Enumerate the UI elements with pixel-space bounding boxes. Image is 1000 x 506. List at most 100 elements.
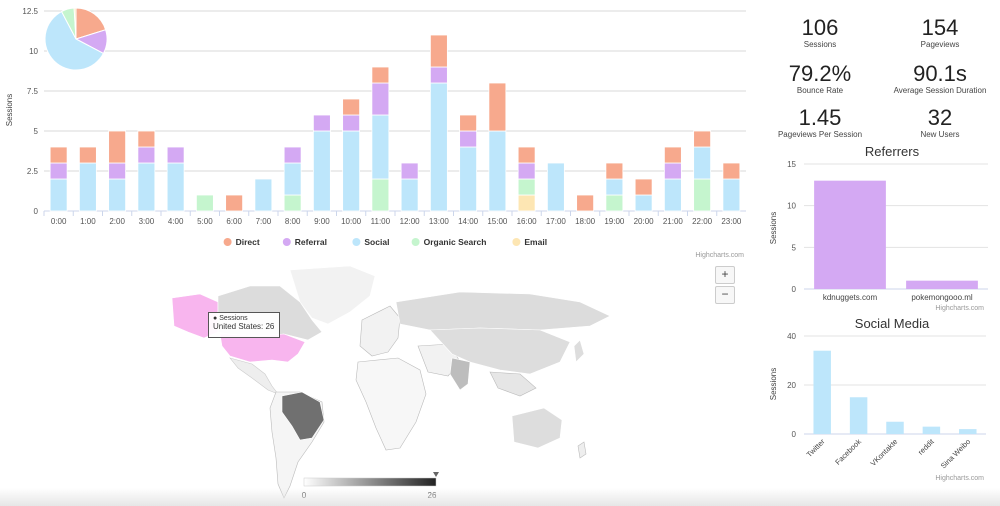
bar-email [517, 194, 536, 212]
y-tick-label: 12.5 [22, 7, 38, 16]
x-tick-label: 1:00 [80, 217, 96, 226]
bar-organic-search [517, 178, 536, 196]
x-tick-label: 7:00 [256, 217, 272, 226]
bar-direct [576, 194, 595, 212]
bar-direct [225, 194, 244, 212]
x-tick-label: 19:00 [604, 217, 625, 226]
tooltip-bullet: ● [213, 315, 220, 322]
map-zoom-out-button[interactable]: − [715, 286, 735, 304]
stat-label: Bounce Rate [796, 86, 844, 95]
map-region-europe[interactable] [359, 305, 401, 357]
bar-referral [429, 66, 448, 84]
map-color-axis [303, 477, 437, 487]
bar-direct [517, 146, 536, 164]
referrers-chart-title: Referrers [865, 144, 920, 159]
map-region-central-america[interactable] [229, 357, 279, 395]
x-tick-label: 12:00 [400, 217, 421, 226]
bar-social [546, 162, 565, 212]
stat-new-users: 32 New Users [880, 106, 1000, 140]
bar-referral [108, 162, 127, 180]
stat-label: New Users [920, 130, 960, 139]
referrers-chart-body: 0 5 10 15 kdnuggets.com pokemongooo.ml [787, 160, 988, 302]
hourly-sessions-chart: 0:00 1:00 2:00 3:00 4:00 5:00 6:00 7:00 8:00 9:00… [5, 7, 746, 259]
main-chart-credit[interactable]: Highcharts.com [695, 252, 744, 259]
social-media-chart-title: Social Media [855, 316, 930, 331]
map-region-africa[interactable] [355, 357, 427, 451]
bar-social [283, 162, 302, 196]
x-tick-label: Twitter [805, 437, 827, 459]
map-region-india[interactable] [449, 357, 471, 391]
main-chart-legend[interactable]: Direct Referral Social Organic Search Email [223, 237, 547, 247]
social-media-chart: Social Media Sessions 0 20 40 Twitter Facebo… [769, 316, 986, 482]
social-media-chart-body: 0 20 40 Twitter Facebook VKontakte reddit Sina … [787, 332, 986, 470]
bar-organic-search [371, 178, 390, 212]
bar-social [693, 146, 712, 180]
bar-organic-search [195, 194, 214, 212]
referrers-chart-credit[interactable]: Highcharts.com [935, 305, 984, 312]
bar-organic-search [693, 178, 712, 212]
bar-kdnuggets-com [814, 180, 886, 289]
stat-pageviews: 154 Pageviews [880, 16, 1000, 50]
x-tick-label: 10:00 [341, 217, 362, 226]
inset-pie-chart [44, 7, 108, 71]
map-region-australia[interactable] [511, 407, 563, 449]
bar-direct [722, 162, 741, 180]
map-region-japan[interactable] [573, 339, 585, 363]
bar-direct [108, 130, 127, 164]
stat-label: Pageviews [920, 40, 960, 49]
y-tick-label: 5 [34, 127, 39, 136]
map-region-southeast-asia[interactable] [489, 371, 537, 397]
map-region-russia[interactable] [395, 291, 611, 331]
legend-item-direct: Direct [236, 237, 260, 247]
y-tick-label: 40 [787, 332, 796, 341]
referrers-chart-y-label: Sessions [769, 212, 778, 244]
y-tick-label: 20 [787, 381, 796, 390]
map-region-asia[interactable] [429, 327, 571, 375]
bar-social [634, 194, 653, 212]
bar-referral [137, 146, 156, 164]
stats-panel: 106 Sessions 154 Pageviews 79.2% Bounce Rat… [760, 10, 1000, 140]
bar-direct [137, 130, 156, 148]
legend-item-email: Email [524, 237, 547, 247]
y-tick-label: 7.5 [27, 87, 39, 96]
map-zoom-in-button[interactable]: + [715, 266, 735, 284]
referrers-chart: Referrers Sessions 0 5 10 15 kdnuggets.com po… [769, 144, 988, 312]
map-region-greenland[interactable] [289, 265, 376, 325]
x-tick-label: 4:00 [168, 217, 184, 226]
x-tick-label: Sina Weibo [939, 437, 972, 470]
pie-slice-social [44, 10, 105, 71]
bar-twitter [813, 350, 831, 434]
bar-direct [488, 82, 507, 132]
bar-referral [49, 162, 68, 180]
stat-value: 154 [921, 15, 959, 40]
bar-referral [166, 146, 185, 164]
y-tick-label: 5 [792, 243, 797, 252]
x-tick-label: 17:00 [546, 217, 567, 226]
bar-social [605, 178, 624, 196]
stat-label: Pageviews Per Session [777, 130, 863, 139]
world-map[interactable]: 0 26 [100, 262, 740, 506]
bar-social [722, 178, 741, 212]
legend-marker-organic-search [411, 238, 420, 246]
x-tick-label: 22:00 [692, 217, 713, 226]
bar-direct [342, 98, 361, 116]
bar-social [254, 178, 273, 212]
social-media-chart-credit[interactable]: Highcharts.com [935, 475, 984, 482]
main-chart-x-ticks: 0:00 1:00 2:00 3:00 4:00 5:00 6:00 7:00 8:00 9:00… [43, 211, 742, 226]
bar-direct [49, 146, 68, 164]
x-tick-label: Facebook [833, 437, 863, 467]
x-tick-label: kdnuggets.com [823, 293, 878, 302]
map-tooltip: ● Sessions United States: 26 [208, 312, 280, 338]
map-region-united-states[interactable] [219, 333, 306, 363]
stat-label: Average Session Duration [893, 86, 987, 95]
main-chart-y-label: Sessions [5, 94, 14, 126]
bar-social [429, 82, 448, 212]
bar-reddit [922, 426, 941, 434]
map-region-brazil[interactable] [281, 391, 325, 441]
map-region-new-zealand[interactable] [577, 441, 587, 459]
bar-social [400, 178, 419, 212]
bar-social [459, 146, 478, 212]
legend-marker-social [352, 238, 361, 246]
bar-sina-weibo [959, 429, 977, 434]
stat-sessions: 106 Sessions [760, 16, 880, 50]
